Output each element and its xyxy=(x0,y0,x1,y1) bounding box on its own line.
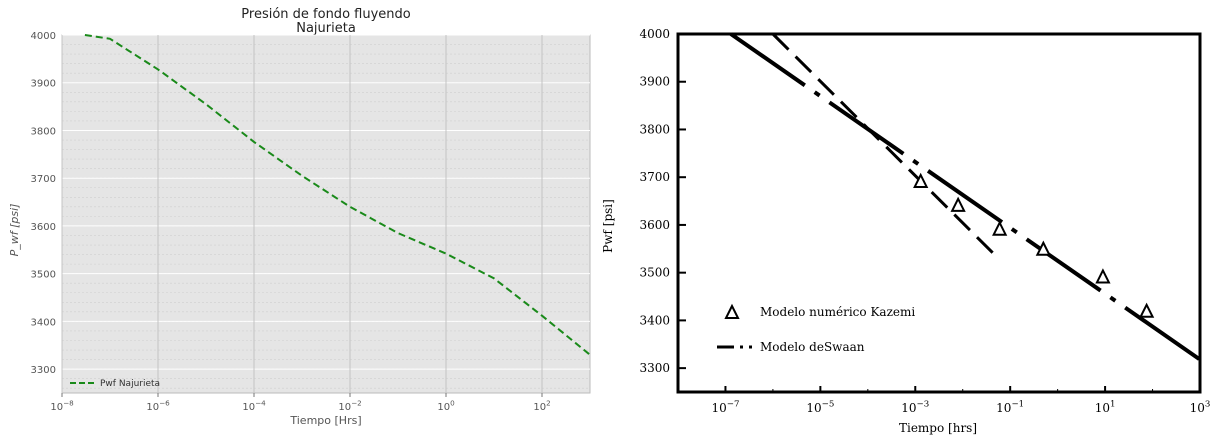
left-x-tick-label: 102 xyxy=(533,399,550,414)
right-y-tick-label: 3900 xyxy=(639,75,670,89)
right-legend-triangle-icon xyxy=(724,303,740,319)
left-y-tick-label: 3800 xyxy=(31,126,56,137)
right-x-tick-label: 10−7 xyxy=(711,400,739,415)
left-series-group xyxy=(84,34,591,356)
left-y-tick-label: 3500 xyxy=(31,270,56,281)
right-deswaan-line xyxy=(729,32,1202,362)
right-kazemi-point xyxy=(1035,240,1051,256)
right-x-tick-label: 10−1 xyxy=(996,400,1024,415)
right-legend: Modelo numérico Kazemi Modelo deSwaan xyxy=(717,303,915,354)
left-x-tick-label: 10−4 xyxy=(242,399,266,414)
left-chart: Presión de fondo fluyendo Najurieta 3300… xyxy=(8,7,591,427)
left-legend: Pwf Najurieta xyxy=(70,379,160,389)
right-legend-label-kazemi: Modelo numérico Kazemi xyxy=(760,305,915,319)
right-kazemi-point xyxy=(913,172,929,188)
left-y-axis-label: P_wf [psi] xyxy=(8,204,21,257)
right-y-tick-label: 3400 xyxy=(639,313,670,327)
left-y-ticks: 3300 3400 3500 3600 3700 3800 3900 4000 xyxy=(31,31,56,376)
right-x-tick-label: 10−3 xyxy=(901,400,929,415)
left-x-tick-label: 10−6 xyxy=(146,399,170,414)
left-x-axis-label: Tiempo [Hrs] xyxy=(289,414,361,427)
right-kazemi-point xyxy=(1095,268,1111,284)
left-y-tick-label: 3300 xyxy=(31,365,56,376)
left-chart-title: Presión de fondo fluyendo xyxy=(241,7,410,22)
left-y-tick-label: 4000 xyxy=(31,31,56,42)
left-series-line xyxy=(84,34,591,356)
right-y-tick-label: 3500 xyxy=(639,266,670,280)
left-y-tick-label: 3900 xyxy=(31,79,56,90)
right-kazemi-point xyxy=(950,196,966,212)
right-plot-area xyxy=(676,32,1202,394)
right-y-tick-label: 3800 xyxy=(639,122,670,136)
right-y-tick-label: 3600 xyxy=(639,218,670,232)
right-y-tick-label: 4000 xyxy=(639,27,670,41)
left-y-tick-label: 3400 xyxy=(31,317,56,328)
right-y-axis-label: Pwf [psi] xyxy=(601,199,615,253)
left-x-tick-label: 10−8 xyxy=(50,399,74,414)
right-deswaan-line xyxy=(771,32,997,258)
right-x-tick-label: 103 xyxy=(1190,400,1211,415)
left-x-ticks: 10−8 10−6 10−4 10−2 100 102 xyxy=(50,393,551,414)
right-legend-label-deswaan: Modelo deSwaan xyxy=(760,340,865,354)
left-x-tick-label: 10−2 xyxy=(338,399,361,414)
left-y-tick-label: 3600 xyxy=(31,222,56,233)
left-y-tick-label: 3700 xyxy=(31,174,56,185)
left-x-tick-label: 100 xyxy=(437,399,455,414)
right-series-group xyxy=(729,32,1202,362)
right-x-tick-label: 10−5 xyxy=(806,400,834,415)
right-kazemi-point xyxy=(1138,302,1155,318)
left-legend-label: Pwf Najurieta xyxy=(100,379,160,389)
right-y-tick-label: 3700 xyxy=(639,170,670,184)
right-kazemi-point xyxy=(992,220,1008,236)
right-y-ticks: 3300 3400 3500 3600 3700 3800 3900 4000 xyxy=(639,27,686,375)
right-y-tick-label: 3300 xyxy=(639,361,670,375)
left-plot-area xyxy=(61,34,591,394)
right-x-ticks: 10−7 10−5 10−3 10−1 101 103 xyxy=(677,386,1211,415)
right-x-axis-label: Tiempo [hrs] xyxy=(899,421,977,435)
left-grid xyxy=(61,34,590,393)
right-x-tick-label: 101 xyxy=(1095,400,1116,415)
left-chart-subtitle: Najurieta xyxy=(296,21,356,36)
